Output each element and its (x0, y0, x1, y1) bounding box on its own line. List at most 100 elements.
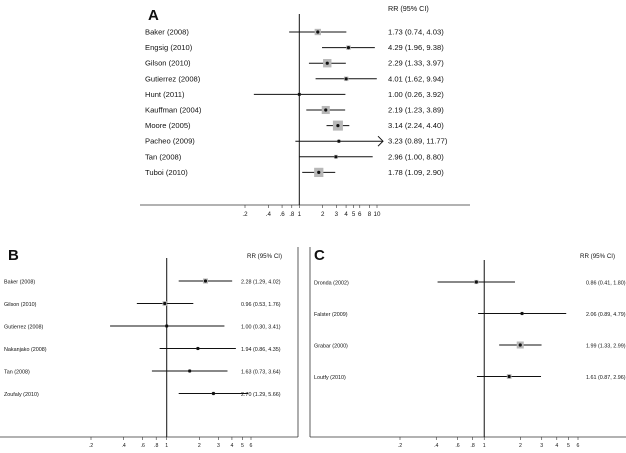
panel-a-tuboi-2010-point (317, 170, 321, 174)
panel-c-letter: C (314, 247, 325, 264)
panel-b-tick-label: .6 (141, 443, 145, 449)
panel-a-gutierrez-2008-ci-text: 4.01 (1.62, 9.94) (388, 74, 444, 83)
panel-b: B RR (95% CI) .2 .4 .6 .8 1 2 3 4 5 6 Baker (2008)… (0, 247, 299, 449)
panel-b-gilson-2010-ci-text: 0.96 (0.53, 1.76) (241, 302, 281, 308)
panel-a-pacheo-2009-ci-arrow (377, 135, 384, 147)
panel-a-tan-2008-label: Tan (2008) (145, 152, 182, 161)
panel-a-tick-label: .2 (242, 211, 248, 218)
panel-a-tuboi-2010-label: Tuboi (2010) (145, 168, 188, 177)
panel-a: A RR (95% CI) .2 .4 .6 .8 1 2 3 4 5 6 8 10 Baker (20… (140, 4, 470, 218)
panel-a-letter: A (148, 7, 159, 24)
panel-a-pacheo-2009-point (337, 139, 341, 143)
panel-b-baker-2008-label: Baker (2008) (4, 280, 35, 286)
panel-a-engsig-2010-label: Engsig (2010) (145, 43, 193, 52)
panel-b-tick-label: 3 (217, 443, 220, 449)
panel-c-falster-2009-label: Falster (2009) (314, 312, 348, 318)
panel-b-tick-label: .8 (154, 443, 158, 449)
panel-c-loutfy-2010-label: Loutfy (2010) (314, 375, 346, 381)
panel-a-tick-label: 4 (344, 211, 348, 218)
panel-c-falster-2009-ci-text: 2.06 (0.89, 4.79) (586, 312, 626, 318)
panel-c-tick-label: 6 (577, 443, 580, 449)
panel-b-gutierrez-2008-point (165, 324, 169, 328)
panel-b-baker-2008-point (203, 279, 208, 283)
panel-c-tick-label: .6 (455, 443, 459, 449)
panel-a-tuboi-2010-ci-text: 1.78 (1.09, 2.90) (388, 168, 444, 177)
panel-a-baker-2008-point (316, 30, 320, 34)
panel-c-grabar-2000-point (518, 343, 522, 347)
panel-a-tick-label: .8 (289, 211, 295, 218)
panel-a-moore-2005-ci-text: 3.14 (2.24, 4.40) (388, 121, 444, 130)
panel-a-tan-2008-ci-text: 2.96 (1.00, 8.80) (388, 152, 444, 161)
panel-a-hunt-2011-ci-text: 1.00 (0.26, 3.92) (388, 90, 444, 99)
panel-b-gilson-2010-label: Gilson (2010) (4, 302, 37, 308)
panel-a-kauffman-2004-ci-text: 2.19 (1.23, 3.89) (388, 106, 444, 115)
panel-a-moore-2005-point (336, 124, 340, 128)
panel-a-kauffman-2004-label: Kauffman (2004) (145, 106, 202, 115)
panel-a-tick-label: 8 (368, 211, 372, 218)
panel-b-zoufaly-2010-label: Zoufaly (2010) (4, 392, 39, 398)
panel-a-gilson-2010-ci-text: 2.29 (1.33, 3.97) (388, 59, 444, 68)
panel-a-tick-label: 10 (374, 211, 381, 218)
panel-a-moore-2005-label: Moore (2005) (145, 121, 191, 130)
panel-c-dronda-2002-label: Dronda (2002) (314, 281, 349, 287)
panel-a-baker-2008-ci-text: 1.73 (0.74, 4.03) (388, 28, 444, 37)
panel-c-grabar-2000-ci-text: 1.99 (1.33, 2.99) (586, 344, 626, 350)
panel-a-tick-label: 5 (352, 211, 356, 218)
panel-c-dronda-2002-point (474, 280, 478, 284)
panel-a-gutierrez-2008-point (344, 77, 348, 81)
panel-b-tick-label: 1 (165, 443, 168, 449)
panel-a-gilson-2010-point (325, 61, 329, 65)
panel-b-header: RR (95% CI) (247, 253, 282, 260)
panel-b-baker-2008-ci-text: 2.28 (1.29, 4.02) (241, 280, 281, 286)
panel-c-tick-label: 5 (567, 443, 570, 449)
panel-b-gutierrez-2008-label: Gutierrez (2008) (4, 325, 43, 331)
panel-a-tick-label: 3 (335, 211, 339, 218)
panel-a-engsig-2010-point (346, 46, 351, 50)
panel-c-loutfy-2010-ci-text: 1.61 (0.87, 2.96) (586, 375, 626, 381)
panel-c-tick-label: 1 (483, 443, 486, 449)
panel-c-tick-label: 2 (519, 443, 522, 449)
panel-c-tick-label: 4 (555, 443, 558, 449)
panel-c-dronda-2002-ci-text: 0.86 (0.41, 1.80) (586, 281, 626, 287)
panel-b-tick-label: 2 (198, 443, 201, 449)
panel-c-tick-label: 3 (540, 443, 543, 449)
panel-a-hunt-2011-label: Hunt (2011) (145, 90, 185, 99)
panel-b-tick-label: 6 (250, 443, 253, 449)
panel-c-tick-label: .2 (398, 443, 402, 449)
panel-b-tan-2008-point (188, 369, 192, 373)
panel-a-tick-label: 1 (298, 211, 302, 218)
panel-b-letter: B (8, 247, 19, 264)
panel-b-gilson-2010-point (163, 301, 167, 306)
panel-b-tick-label: .4 (121, 443, 125, 449)
panel-b-plot: .2 .4 .6 .8 1 2 3 4 5 6 Baker (2008) 2.28 (1.29, 4.… (4, 258, 281, 449)
panel-b-zoufaly-2010-ci-text: 2.70 (1.29, 5.66) (241, 392, 281, 398)
panel-b-tan-2008-ci-text: 1.63 (0.73, 3.64) (241, 370, 281, 376)
panel-b-zoufaly-2010-point (211, 391, 216, 396)
panel-a-tan-2008-point (334, 155, 338, 159)
panel-a-hunt-2011-point (297, 92, 301, 96)
panel-a-header: RR (95% CI) (388, 4, 429, 13)
panel-a-kauffman-2004-point (324, 108, 328, 112)
panel-c-header: RR (95% CI) (580, 253, 615, 260)
panel-b-nakanjako-2008-ci-text: 1.94 (0.86, 4.35) (241, 347, 281, 353)
panel-a-pacheo-2009-label: Pacheo (2009) (145, 137, 195, 146)
panel-c-plot: .2 .4 .6 .8 1 2 3 4 5 6 Dronda (2002) 0.86 (0.41, 1… (314, 260, 626, 449)
panel-a-plot: .2 .4 .6 .8 1 2 3 4 5 6 8 10 Baker (2008) 1.73 (0.74,… (145, 14, 448, 218)
panel-a-tick-label: 2 (321, 211, 325, 218)
panel-b-tick-label: 4 (230, 443, 233, 449)
panel-b-gutierrez-2008-ci-text: 1.00 (0.30, 3.41) (241, 325, 281, 331)
panel-a-baker-2008-label: Baker (2008) (145, 28, 189, 37)
panel-b-tan-2008-label: Tan (2008) (4, 370, 30, 376)
panel-c: C RR (95% CI) .2 .4 .6 .8 1 2 3 4 5 6 Dronda (2002… (309, 247, 626, 449)
panel-a-tick-label: 6 (358, 211, 362, 218)
panel-a-gilson-2010-label: Gilson (2010) (145, 59, 191, 68)
panel-c-tick-label: .8 (470, 443, 474, 449)
panel-b-tick-label: 5 (241, 443, 244, 449)
panel-c-tick-label: .4 (434, 443, 438, 449)
panel-b-nakanjako-2008-label: Nakanjako (2008) (4, 347, 47, 353)
panel-a-tick-label: .6 (279, 211, 285, 218)
panel-a-pacheo-2009-ci-text: 3.23 (0.89, 11.77) (388, 137, 448, 146)
panel-c-grabar-2000-label: Grabar (2000) (314, 344, 348, 350)
panel-c-falster-2009-point (520, 311, 524, 316)
